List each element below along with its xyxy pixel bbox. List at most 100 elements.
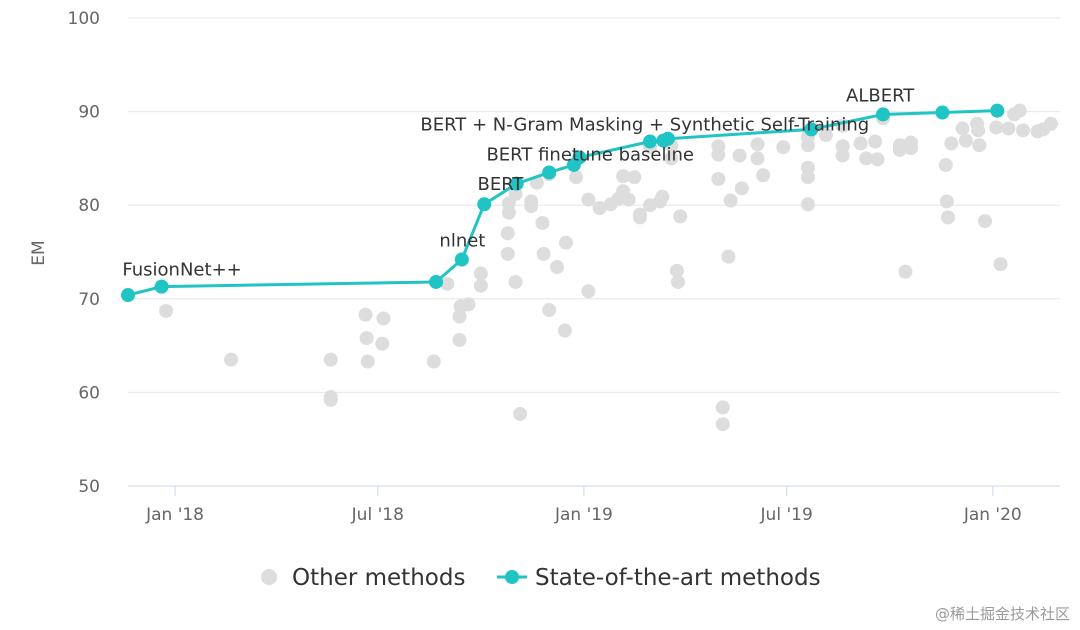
other-method-point[interactable] — [711, 171, 726, 186]
other-method-point[interactable] — [550, 259, 565, 274]
other-method-point[interactable] — [473, 266, 488, 281]
other-method-point[interactable] — [375, 336, 390, 351]
other-method-point[interactable] — [750, 137, 765, 152]
other-method-point[interactable] — [359, 331, 374, 346]
sota-point[interactable] — [876, 107, 891, 122]
other-method-point[interactable] — [944, 136, 959, 151]
sota-point[interactable] — [572, 150, 587, 165]
other-method-point[interactable] — [1016, 123, 1031, 138]
other-method-point[interactable] — [360, 354, 375, 369]
other-method-point[interactable] — [508, 186, 523, 201]
other-method-point[interactable] — [592, 201, 607, 216]
other-method-point[interactable] — [1044, 116, 1059, 131]
other-method-point[interactable] — [323, 352, 338, 367]
other-method-point[interactable] — [711, 147, 726, 162]
other-method-point[interactable] — [977, 214, 992, 229]
other-method-point[interactable] — [800, 170, 815, 185]
other-method-point[interactable] — [452, 309, 467, 324]
other-method-point[interactable] — [958, 133, 973, 148]
other-method-point[interactable] — [524, 199, 539, 214]
other-method-point[interactable] — [358, 307, 373, 322]
other-method-point[interactable] — [535, 215, 550, 230]
sota-point[interactable] — [477, 197, 492, 212]
other-method-point[interactable] — [452, 332, 467, 347]
other-method-point[interactable] — [938, 157, 953, 172]
other-method-point[interactable] — [664, 151, 679, 166]
sota-point[interactable] — [643, 134, 658, 149]
other-method-point[interactable] — [1001, 121, 1016, 136]
other-method-point[interactable] — [536, 246, 551, 261]
other-method-point[interactable] — [473, 278, 488, 293]
other-method-point[interactable] — [853, 136, 868, 151]
sota-point[interactable] — [804, 122, 819, 137]
other-method-point[interactable] — [461, 297, 476, 312]
other-method-point[interactable] — [940, 210, 955, 225]
legend-other-label: Other methods — [292, 565, 465, 591]
x-tick-label: Jul '19 — [760, 505, 813, 525]
other-method-point[interactable] — [800, 138, 815, 153]
other-method-point[interactable] — [723, 193, 738, 208]
other-method-point[interactable] — [955, 121, 970, 136]
other-method-point[interactable] — [669, 263, 684, 278]
other-method-point[interactable] — [655, 189, 670, 204]
other-method-point[interactable] — [581, 192, 596, 207]
other-method-point[interactable] — [323, 392, 338, 407]
other-method-point[interactable] — [500, 246, 515, 261]
other-method-point[interactable] — [673, 209, 688, 224]
other-method-point[interactable] — [721, 249, 736, 264]
other-method-point[interactable] — [859, 151, 874, 166]
sota-point[interactable] — [121, 288, 135, 303]
other-method-point[interactable] — [159, 303, 174, 318]
other-method-point[interactable] — [800, 197, 815, 212]
legend-item-sota[interactable]: State-of-the-art methods — [497, 565, 821, 591]
other-method-point[interactable] — [750, 151, 765, 166]
other-method-point[interactable] — [426, 354, 441, 369]
other-method-point[interactable] — [558, 235, 573, 250]
other-method-point[interactable] — [868, 134, 883, 149]
sota-point[interactable] — [542, 165, 557, 180]
other-method-point[interactable] — [993, 257, 1008, 272]
other-method-point[interactable] — [715, 417, 730, 432]
other-method-point[interactable] — [557, 323, 572, 338]
sota-point[interactable] — [935, 105, 950, 120]
other-method-point[interactable] — [376, 311, 391, 326]
other-method-point[interactable] — [898, 264, 913, 279]
other-method-point[interactable] — [508, 274, 523, 289]
other-method-point[interactable] — [715, 400, 730, 415]
other-method-point[interactable] — [732, 148, 747, 163]
other-method-point[interactable] — [972, 138, 987, 153]
other-method-point[interactable] — [542, 303, 557, 318]
sota-point[interactable] — [990, 103, 1005, 118]
other-method-point[interactable] — [989, 120, 1004, 135]
other-method-point[interactable] — [616, 169, 631, 184]
other-method-point[interactable] — [224, 352, 239, 367]
legend[interactable]: Other methods State-of-the-art methods — [261, 565, 821, 591]
other-method-point[interactable] — [1012, 103, 1027, 118]
other-method-point[interactable] — [627, 170, 642, 185]
legend-item-other[interactable]: Other methods — [261, 565, 465, 591]
other-method-point[interactable] — [632, 210, 647, 225]
sota-point[interactable] — [660, 131, 675, 146]
other-method-point[interactable] — [734, 181, 749, 196]
sota-point[interactable] — [154, 279, 169, 294]
other-method-point[interactable] — [892, 142, 907, 157]
other-method-point[interactable] — [870, 152, 885, 167]
other-method-point[interactable] — [440, 276, 455, 291]
other-method-point[interactable] — [835, 148, 850, 163]
other-method-point[interactable] — [904, 141, 919, 156]
other-method-point[interactable] — [971, 123, 986, 138]
other-method-point[interactable] — [671, 274, 686, 289]
other-method-point[interactable] — [621, 192, 636, 207]
other-method-point[interactable] — [776, 140, 791, 155]
sota-point[interactable] — [509, 176, 524, 191]
other-method-point[interactable] — [513, 406, 528, 421]
other-method-point[interactable] — [939, 194, 954, 209]
other-method-point[interactable] — [818, 128, 833, 142]
other-method-point[interactable] — [581, 284, 596, 299]
other-method-point[interactable] — [569, 170, 584, 185]
other-method-point[interactable] — [501, 205, 516, 220]
other-method-point[interactable] — [756, 168, 771, 183]
sota-point[interactable] — [429, 274, 444, 289]
other-method-point[interactable] — [500, 226, 515, 241]
sota-point[interactable] — [454, 252, 469, 267]
